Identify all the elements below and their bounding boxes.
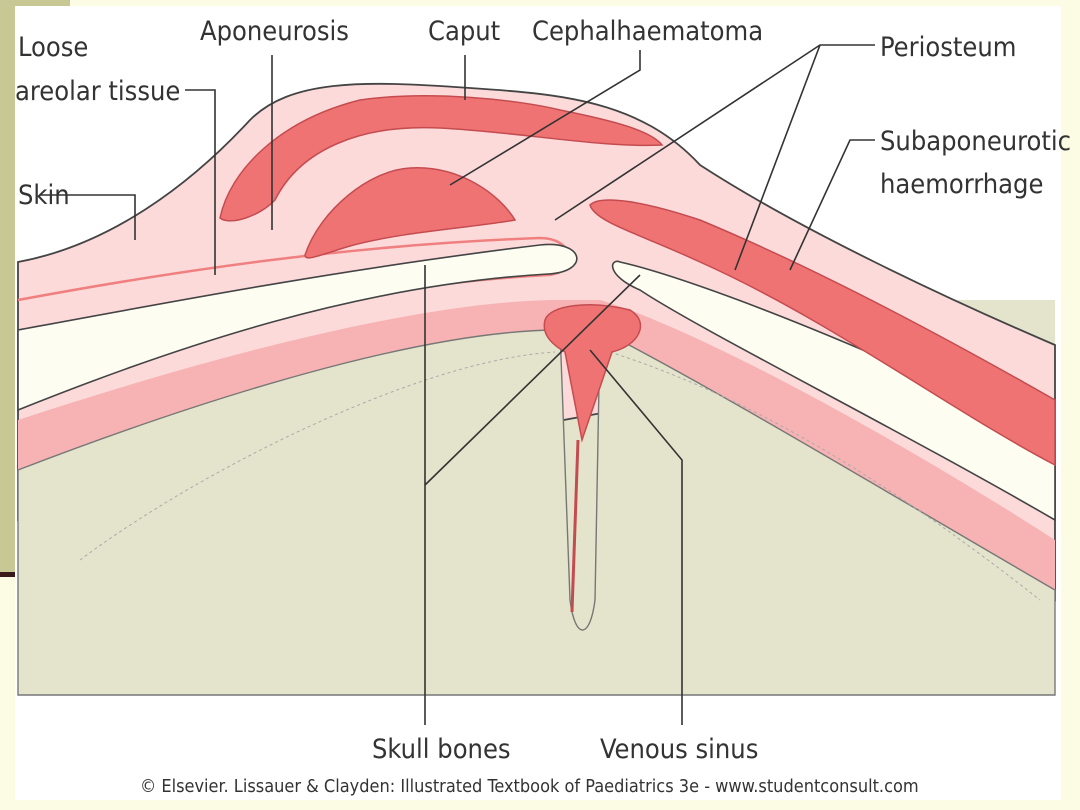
subaponeurotic-haemorrhage — [589, 199, 1056, 467]
skull-bone-left — [17, 243, 578, 412]
label: areolar tissue — [15, 76, 180, 107]
brain-surface — [17, 328, 1056, 696]
label: Subaponeurotic — [880, 126, 1071, 157]
leader — [185, 89, 216, 275]
caput — [219, 95, 664, 222]
label: Periosteum — [880, 32, 1016, 63]
dura — [18, 300, 1055, 590]
label: Loose — [18, 32, 88, 63]
labels: Loose areolar tissue Aponeurosis Caput C… — [15, 16, 1071, 797]
leader — [449, 50, 641, 186]
label: Caput — [428, 16, 500, 47]
credit: © Elsevier. Lissauer & Clayden: Illustra… — [140, 776, 919, 797]
sinus-tail — [570, 439, 580, 613]
venous-sinus — [543, 304, 642, 443]
leader-lines — [40, 44, 875, 725]
label: Skull bones — [372, 734, 511, 765]
label: haemorrhage — [880, 169, 1043, 200]
skull-bone-right — [611, 260, 1056, 522]
leader — [40, 194, 136, 240]
cephalhaematoma — [304, 167, 517, 259]
brain-contour — [79, 351, 1041, 601]
illustration — [17, 82, 1056, 696]
leader — [424, 265, 641, 725]
leader — [589, 349, 683, 725]
label: Cephalhaematoma — [532, 16, 763, 47]
leader — [789, 139, 875, 271]
label: Venous sinus — [600, 734, 758, 765]
label: Skin — [18, 180, 70, 211]
label: Aponeurosis — [200, 16, 349, 47]
leader — [554, 44, 875, 271]
